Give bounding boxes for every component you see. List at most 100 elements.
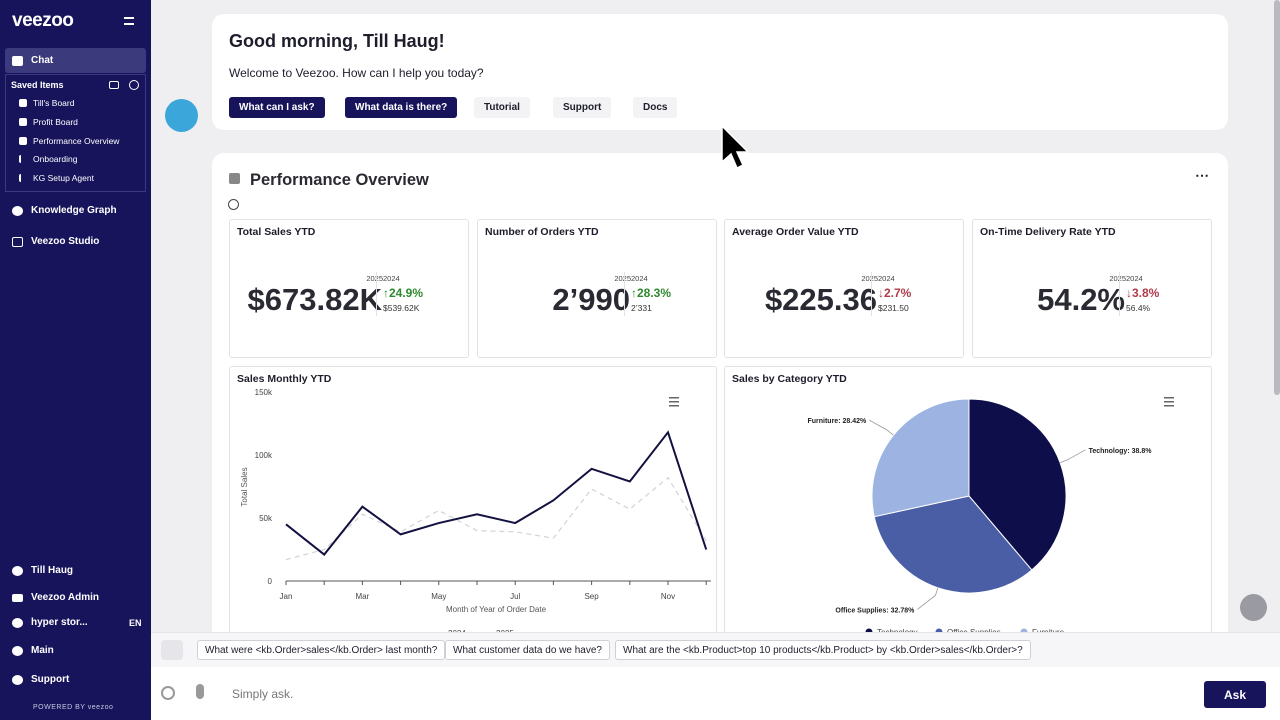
assistant-avatar (165, 99, 198, 132)
cursor (721, 124, 748, 170)
x-tick-label: Jan (280, 592, 293, 601)
chart-menu (669, 397, 679, 407)
chat-highlight[interactable] (5, 48, 146, 73)
branch[interactable]: Main (31, 645, 54, 656)
dashboard-icon (229, 173, 240, 184)
line-series (285, 430, 708, 556)
kpi-year: 2025 (861, 274, 878, 283)
x-tick-label: May (431, 592, 446, 601)
kpi-previous: 56.4% (1126, 303, 1151, 313)
kpi-previous: 2’331 (631, 303, 652, 313)
kpi-value: $225.36 (764, 282, 877, 317)
data-label: Office Supplies: 32.78% (835, 607, 915, 614)
saved-item[interactable]: Onboarding (33, 154, 78, 164)
more-menu[interactable]: ⋯ (1195, 167, 1210, 183)
kpi-card: On-Time Delivery Rate YTD 54.2% 2025 2024 ↓3… (972, 219, 1212, 358)
x-tick-label: Mar (356, 592, 370, 601)
sidebar: veezoo Chat Saved Items Till's Board Pro… (0, 0, 151, 720)
kpi-separator (1119, 272, 1120, 316)
greeting-subtitle: Welcome to Veezoo. How can I help you to… (229, 66, 484, 80)
chart-menu (1164, 397, 1174, 407)
dashboard-title: Performance Overview (250, 171, 429, 189)
leader-line (917, 587, 939, 610)
x-tick-label: Sep (584, 592, 599, 601)
line-chart-card: Sales Monthly YTD 0 50k 100k 150k Jan Mar May J… (229, 366, 717, 666)
input-placeholder[interactable]: Simply ask. (232, 687, 294, 701)
menu-line (669, 397, 679, 399)
pie-slice (873, 495, 1033, 594)
kpi-change: ↓3.8% (1126, 286, 1160, 300)
button[interactable]: Docs (633, 97, 678, 118)
y-tick-label: 0 (268, 577, 273, 586)
kpi-year: 2024 (1126, 274, 1143, 283)
kpi-separator (871, 272, 872, 316)
button[interactable]: Support (553, 97, 612, 118)
user[interactable]: Till Haug (31, 565, 74, 576)
kpi-year: 2024 (383, 274, 400, 283)
saved-item[interactable]: Performance Overview (33, 136, 120, 146)
footer: POWERED BY veezoo (33, 704, 113, 711)
scrollbar[interactable] (1274, 0, 1280, 395)
y-tick-label: 100k (255, 451, 273, 460)
kpi-title: Total Sales YTD (237, 226, 316, 238)
button[interactable]: What can I ask? (229, 97, 325, 118)
collapse-icon[interactable] (124, 17, 134, 25)
support[interactable]: Support (31, 674, 70, 685)
nav-item[interactable]: Chat (31, 55, 54, 66)
button[interactable]: What data is there? (345, 97, 458, 118)
ask-button[interactable]: Ask (1204, 681, 1266, 708)
menu-line (1164, 405, 1174, 407)
suggestion[interactable]: What customer data do we have? (445, 640, 610, 660)
nav-item[interactable]: Knowledge Graph (31, 205, 117, 216)
menu-line (669, 401, 679, 403)
kpi-year: 2025 (614, 274, 631, 283)
leader-line (869, 419, 894, 436)
saved-item[interactable]: Profit Board (33, 117, 78, 127)
line-chart: 0 50k 100k 150k Jan Mar May Jul Sep Nov Month of Y… (240, 388, 711, 638)
mic-icon[interactable] (196, 684, 204, 699)
kpi-year: 2024 (878, 274, 895, 283)
button[interactable]: Tutorial (474, 97, 530, 118)
add-folder[interactable] (109, 81, 119, 89)
pie-slice (968, 398, 1067, 571)
workspace[interactable]: hyper stor... (31, 617, 88, 628)
kpi-change: ↑24.9% (383, 286, 424, 300)
saved-box (5, 74, 146, 192)
saved-item[interactable]: KG Setup Agent (33, 173, 94, 183)
sparkle[interactable] (161, 640, 183, 660)
kpi-value: 2’990 (552, 282, 630, 317)
kpi-title: Number of Orders YTD (485, 226, 599, 238)
kpi-separator (624, 272, 625, 316)
suggestion[interactable]: What were <kb.Order>sales</kb.Order> las… (197, 640, 446, 660)
menu-line (1164, 401, 1174, 403)
footer-brand: veezoo (87, 704, 114, 711)
kpi-change: ↑28.3% (631, 286, 672, 300)
pie-slice (871, 398, 970, 518)
footer-text: POWERED BY (33, 704, 86, 711)
kpi-year: 2024 (631, 274, 648, 283)
kpi-title: On-Time Delivery Rate YTD (980, 226, 1116, 238)
kpi-card: Total Sales YTD $673.82K 2025 2024 ↑24.9% $53… (229, 219, 469, 358)
data-label: Furniture: 28.42% (807, 418, 867, 425)
suggestion[interactable]: What are the <kb.Product>top 10 products… (615, 640, 1031, 660)
menu-line (669, 405, 679, 407)
scroll-down[interactable] (1240, 594, 1267, 621)
language[interactable]: EN (129, 618, 142, 628)
y-tick-label: 150k (255, 388, 273, 397)
x-tick-label: Jul (510, 592, 520, 601)
y-axis-title: Total Sales (240, 467, 249, 506)
y-tick-label: 50k (259, 514, 273, 523)
saved-item[interactable]: Till's Board (33, 98, 75, 108)
menu-line (1164, 397, 1174, 399)
leader-line (1059, 449, 1086, 463)
kpi-year: 2025 (1109, 274, 1126, 283)
admin[interactable]: Veezoo Admin (31, 592, 99, 603)
add-item[interactable] (129, 80, 139, 90)
add-tile[interactable] (228, 199, 239, 210)
input-bar (151, 667, 1280, 720)
graph-icon[interactable] (161, 686, 175, 700)
nav-item[interactable]: Veezoo Studio (31, 236, 100, 247)
logo[interactable]: veezoo (12, 10, 74, 31)
x-tick-label: Nov (661, 592, 675, 601)
